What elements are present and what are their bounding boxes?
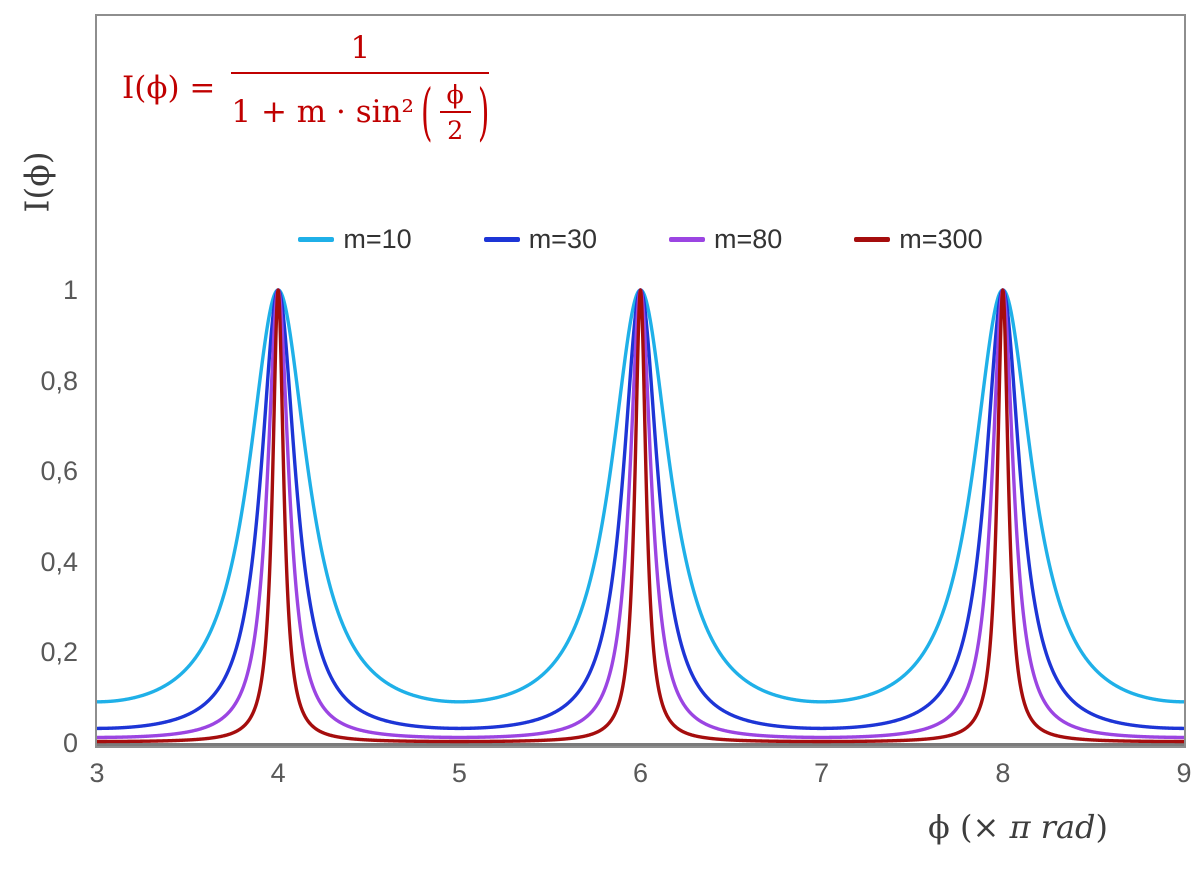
open-paren: ( <box>421 76 433 148</box>
x-axis-title: ϕ (× π rad) <box>928 808 1108 846</box>
x-tick-3: 3 <box>89 758 105 788</box>
curve-m=80 <box>97 288 1184 740</box>
formula: I(ϕ) = 1 1 + m · sin² ( ϕ 2 ) <box>122 30 490 148</box>
legend-label: m=80 <box>713 224 783 254</box>
x-tick-6: 6 <box>632 758 649 788</box>
formula-fraction: 1 1 + m · sin² ( ϕ 2 ) <box>231 30 490 148</box>
y-tick-0: 0 <box>62 728 78 758</box>
y-tick-0,4: 0,4 <box>40 546 78 577</box>
plot-svg <box>97 288 1184 746</box>
x-tick-4: 4 <box>270 758 286 788</box>
formula-numerator: 1 <box>231 30 490 74</box>
legend-line-swatch <box>854 237 891 242</box>
legend-label: m=10 <box>343 224 412 254</box>
formula-lhs: I(ϕ) = <box>122 69 216 106</box>
formula-den-text: 1 + m · sin² <box>231 94 414 130</box>
legend-item-m=10: m=10 <box>298 224 412 255</box>
formula-denominator: 1 + m · sin² ( ϕ 2 ) <box>231 74 490 148</box>
x-tick-5: 5 <box>451 758 467 788</box>
x-axis-title-suffix: ) <box>1095 808 1108 846</box>
close-paren: ) <box>477 76 490 148</box>
y-tick-0,2: 0,2 <box>40 637 78 668</box>
plot-area <box>95 14 1186 748</box>
y-tick-0,8: 0,8 <box>40 365 78 396</box>
legend-line-swatch <box>483 237 520 242</box>
y-tick-0,6: 0,6 <box>40 456 78 487</box>
legend-item-m=300: m=300 <box>854 224 983 255</box>
legend-line-swatch <box>668 237 705 242</box>
x-tick-9: 9 <box>1176 758 1192 788</box>
formula-inner-numerator: ϕ <box>439 79 471 113</box>
x-tick-8: 8 <box>995 758 1011 788</box>
legend: m=10 m=30 m=80 m=300 <box>95 224 1186 255</box>
x-axis-title-prefix: ϕ (× <box>928 808 1010 846</box>
x-tick-7: 7 <box>814 758 830 788</box>
formula-inner-fraction: ϕ 2 <box>439 79 471 145</box>
x-axis-title-italic: π rad <box>1009 808 1096 846</box>
legend-item-m=80: m=80 <box>668 224 783 255</box>
y-tick-1: 1 <box>62 275 78 305</box>
legend-label: m=30 <box>528 224 597 254</box>
y-axis-tick-labels: 0 0,2 0,4 0,6 0,8 1 <box>0 0 78 880</box>
formula-inner-denominator: 2 <box>447 115 464 145</box>
legend-item-m=30: m=30 <box>483 224 597 255</box>
legend-line-swatch <box>298 237 335 242</box>
curve-m=30 <box>97 288 1184 731</box>
curve-m=300 <box>97 288 1184 744</box>
x-axis-tick-labels: 3 4 5 6 7 8 9 <box>89 758 1191 794</box>
legend-label: m=300 <box>899 224 983 254</box>
